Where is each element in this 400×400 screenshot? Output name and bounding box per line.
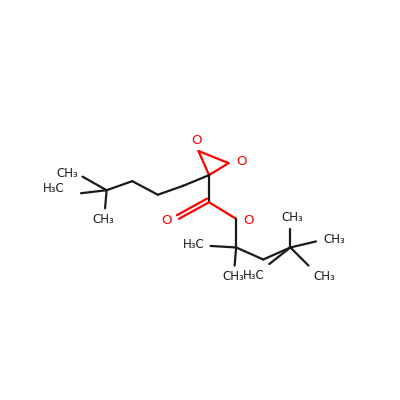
Text: CH₃: CH₃	[56, 167, 78, 180]
Text: CH₃: CH₃	[313, 270, 335, 283]
Text: O: O	[244, 214, 254, 227]
Text: CH₃: CH₃	[281, 211, 303, 224]
Text: O: O	[192, 134, 202, 146]
Text: H₃C: H₃C	[243, 268, 265, 282]
Text: CH₃: CH₃	[222, 270, 244, 283]
Text: CH₃: CH₃	[324, 234, 345, 246]
Text: H₃C: H₃C	[43, 182, 64, 195]
Text: O: O	[236, 155, 247, 168]
Text: H₃C: H₃C	[183, 238, 204, 251]
Text: CH₃: CH₃	[93, 213, 114, 226]
Text: O: O	[161, 214, 171, 227]
